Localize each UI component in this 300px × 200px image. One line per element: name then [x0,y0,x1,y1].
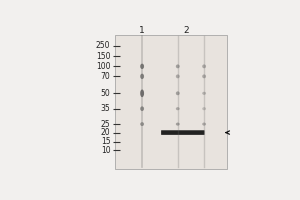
Text: 1: 1 [139,26,145,35]
Text: 10: 10 [101,146,110,155]
Ellipse shape [140,122,144,126]
Ellipse shape [140,74,144,79]
Text: 2: 2 [184,26,189,35]
Ellipse shape [140,106,144,111]
Text: 100: 100 [96,62,110,71]
FancyBboxPatch shape [115,35,227,169]
FancyBboxPatch shape [161,130,205,135]
Text: 70: 70 [100,72,110,81]
Text: 35: 35 [100,104,110,113]
Text: 20: 20 [101,128,110,137]
Text: 25: 25 [101,120,110,129]
Ellipse shape [176,74,180,78]
Ellipse shape [202,92,206,95]
Ellipse shape [140,64,144,69]
Text: 150: 150 [96,52,110,61]
Ellipse shape [176,123,180,126]
Ellipse shape [176,107,180,110]
Text: 50: 50 [100,89,110,98]
Ellipse shape [202,107,206,110]
Ellipse shape [202,74,206,78]
Text: 15: 15 [101,137,110,146]
Ellipse shape [176,91,180,95]
Ellipse shape [202,123,206,126]
Ellipse shape [140,89,144,97]
Ellipse shape [202,64,206,68]
Text: 250: 250 [96,41,110,50]
Ellipse shape [176,64,180,68]
